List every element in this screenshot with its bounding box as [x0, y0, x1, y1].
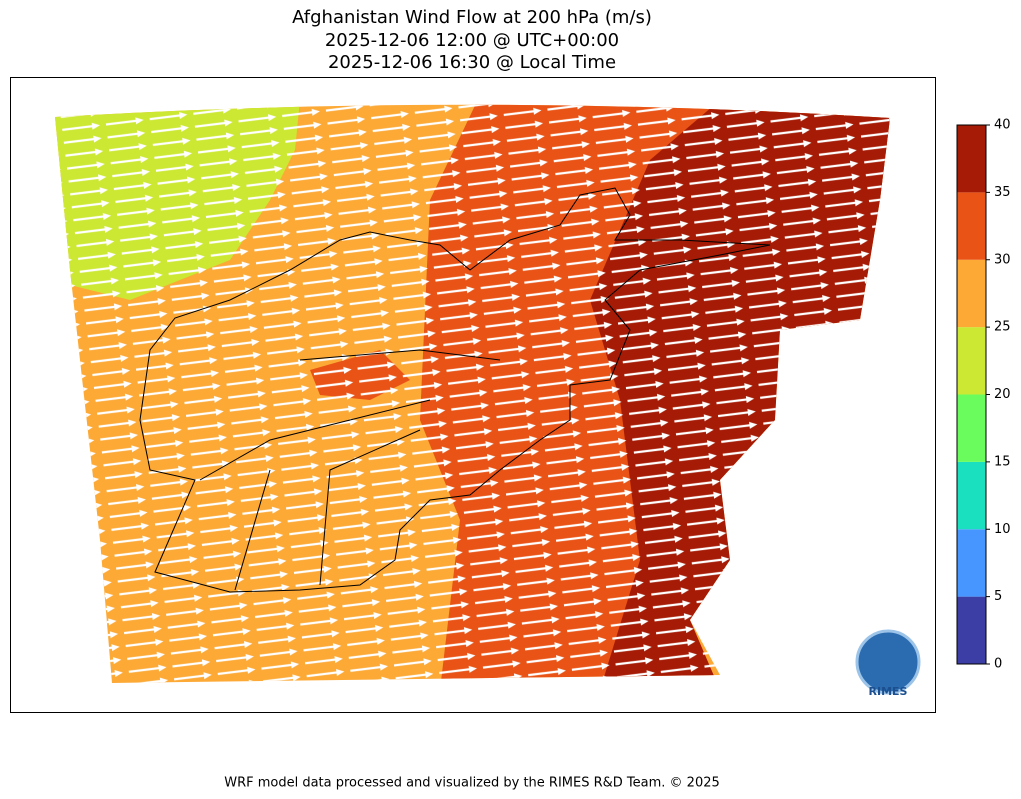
colorbar-tick-label: 5 — [994, 589, 1002, 604]
title-line: 2025-12-06 12:00 @ UTC+00:00 — [325, 30, 619, 51]
title-line: 2025-12-06 16:30 @ Local Time — [328, 52, 616, 73]
colorbar-tick-label: 10 — [994, 522, 1011, 537]
colorbar-band — [957, 192, 986, 260]
logo-emblem — [855, 629, 921, 695]
wind-field — [55, 104, 890, 683]
colorbar-tick-label: 25 — [994, 320, 1011, 335]
title-line: Afghanistan Wind Flow at 200 hPa (m/s) — [292, 7, 652, 28]
colorbar-band — [957, 327, 986, 395]
colorbar-band — [957, 259, 986, 328]
colorbar-tick-label: 0 — [994, 657, 1002, 672]
colorbar-tick-label: 30 — [994, 252, 1011, 267]
colorbar-band — [957, 125, 986, 193]
colorbar-tick-label: 35 — [994, 185, 1011, 200]
colorbar: 0 5 10 15 20 25 30 35 40 — [956, 118, 1011, 672]
country-boundary — [139, 187, 771, 593]
colorbar-tick-label: 15 — [994, 454, 1011, 469]
logo-text: RIMES — [869, 685, 908, 698]
colorbar-band — [957, 529, 986, 597]
colorbar-tick-label: 20 — [994, 387, 1011, 402]
colorbar-tick-label: 40 — [994, 118, 1011, 133]
footer: WRF model data processed and visualized … — [224, 776, 720, 791]
logo: RIMES — [855, 629, 921, 698]
colorbar-band — [957, 394, 986, 462]
colorbar-band — [957, 596, 986, 664]
colorbar-band — [957, 461, 986, 530]
